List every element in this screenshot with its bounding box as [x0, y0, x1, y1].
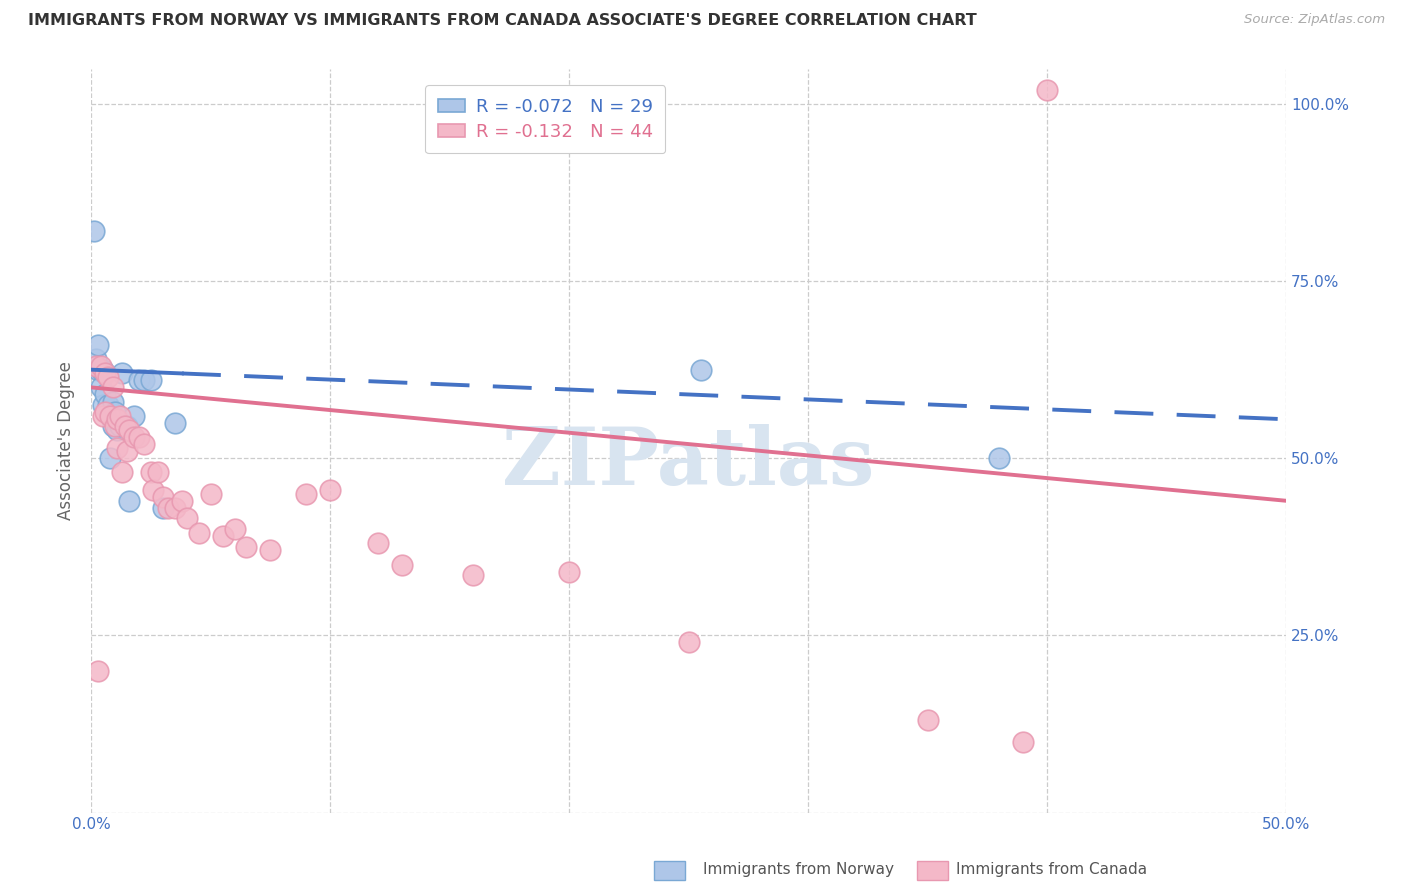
Point — [104, 405, 127, 419]
Point — [142, 483, 165, 497]
Point — [139, 466, 162, 480]
Point — [122, 430, 145, 444]
Point — [90, 359, 112, 373]
Point — [114, 419, 136, 434]
Point — [163, 416, 186, 430]
Point — [90, 362, 112, 376]
Point — [1012, 734, 1035, 748]
Point — [94, 405, 117, 419]
Point — [187, 525, 209, 540]
Point — [152, 500, 174, 515]
Point — [97, 398, 120, 412]
Point — [115, 444, 138, 458]
Point — [917, 714, 939, 728]
Point — [111, 466, 134, 480]
Point — [678, 635, 700, 649]
Point — [84, 359, 107, 373]
Point — [98, 451, 121, 466]
Point — [367, 536, 389, 550]
Point — [98, 409, 121, 423]
Point — [94, 366, 117, 380]
Point — [463, 568, 485, 582]
Point — [104, 419, 127, 434]
Point — [319, 483, 342, 497]
Point — [235, 540, 257, 554]
Point — [122, 409, 145, 423]
Point — [176, 511, 198, 525]
Text: Immigrants from Canada: Immigrants from Canada — [956, 863, 1147, 877]
Point — [101, 380, 124, 394]
Point — [156, 500, 179, 515]
Point — [152, 490, 174, 504]
Point — [87, 664, 110, 678]
Point — [170, 493, 193, 508]
Point — [163, 500, 186, 515]
Point — [91, 409, 114, 423]
Point — [1036, 83, 1059, 97]
Text: Source: ZipAtlas.com: Source: ZipAtlas.com — [1244, 13, 1385, 27]
Point — [115, 419, 138, 434]
Legend: R = -0.072   N = 29, R = -0.132   N = 44: R = -0.072 N = 29, R = -0.132 N = 44 — [425, 85, 665, 153]
Text: Immigrants from Norway: Immigrants from Norway — [703, 863, 894, 877]
Point — [211, 529, 233, 543]
Point — [83, 225, 105, 239]
Point — [91, 362, 114, 376]
Point — [128, 430, 150, 444]
Point — [146, 466, 169, 480]
Point — [988, 451, 1011, 466]
Point — [558, 565, 581, 579]
Point — [94, 366, 117, 380]
Point — [224, 522, 246, 536]
Point — [107, 423, 129, 437]
Point — [97, 369, 120, 384]
Point — [108, 409, 131, 423]
Point — [111, 366, 134, 380]
Point — [107, 441, 129, 455]
Point — [98, 409, 121, 423]
Point — [107, 412, 129, 426]
Point — [128, 373, 150, 387]
Point — [84, 352, 107, 367]
Point — [94, 387, 117, 401]
Point — [259, 543, 281, 558]
Point — [689, 362, 711, 376]
Point — [118, 493, 141, 508]
Point — [101, 419, 124, 434]
Point — [295, 486, 318, 500]
Point — [132, 437, 155, 451]
Text: ZIPatlas: ZIPatlas — [502, 424, 875, 502]
Point — [90, 380, 112, 394]
Point — [87, 362, 110, 376]
Point — [118, 423, 141, 437]
Point — [132, 373, 155, 387]
Point — [200, 486, 222, 500]
Point — [87, 338, 110, 352]
Text: IMMIGRANTS FROM NORWAY VS IMMIGRANTS FROM CANADA ASSOCIATE'S DEGREE CORRELATION : IMMIGRANTS FROM NORWAY VS IMMIGRANTS FRO… — [28, 13, 977, 29]
Point — [101, 394, 124, 409]
Point — [391, 558, 413, 572]
Point — [108, 419, 131, 434]
Point — [91, 398, 114, 412]
Y-axis label: Associate's Degree: Associate's Degree — [58, 361, 75, 520]
Point — [139, 373, 162, 387]
